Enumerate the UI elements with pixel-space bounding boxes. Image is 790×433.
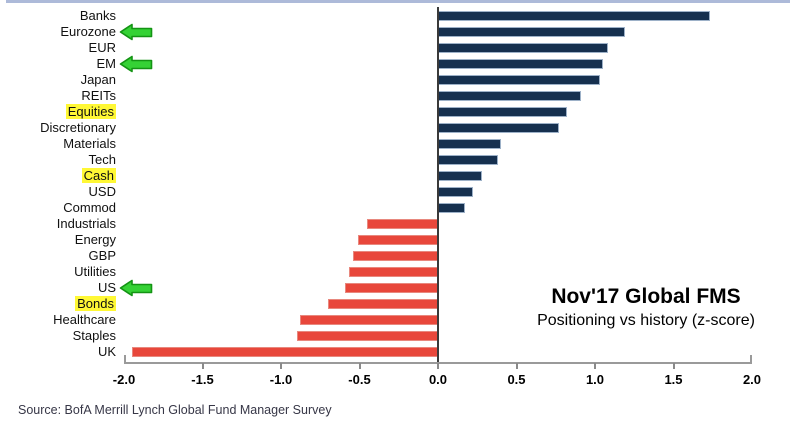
category-label-em: EM (96, 56, 117, 71)
x-axis-tick (201, 363, 204, 369)
x-axis-tick-label: -2.0 (112, 372, 136, 387)
category-label-discretionary: Discretionary (40, 120, 116, 135)
x-axis-end-cap (750, 355, 752, 363)
bar-industrials (367, 219, 438, 229)
bar-banks (438, 11, 710, 21)
bar-utilities (348, 267, 438, 277)
bar-us (345, 283, 438, 293)
category-label-tech: Tech (88, 152, 116, 167)
category-label-japan: Japan (80, 72, 116, 87)
bar-uk (131, 347, 438, 357)
bar-discretionary (438, 123, 559, 133)
source-note: Source: BofA Merrill Lynch Global Fund M… (18, 403, 332, 417)
x-axis-tick-label: -1.5 (191, 372, 214, 387)
category-label-healthcare: Healthcare (53, 312, 116, 327)
bar-gbp (353, 251, 438, 261)
category-label-usd: USD (88, 184, 116, 199)
category-label-banks: Banks (79, 8, 116, 23)
bar-em (438, 59, 603, 69)
highlighted-label-text: Cash (81, 168, 116, 183)
category-label-staples: Staples (72, 328, 116, 343)
chart-title-block: Nov'17 Global FMS Positioning vs history… (486, 284, 790, 332)
category-label-us: US (97, 280, 116, 295)
category-label-commod: Commod (63, 200, 116, 215)
bar-commod (438, 203, 465, 213)
category-label-reits: REITs (81, 88, 116, 103)
category-label-materials: Materials (63, 136, 116, 151)
category-label-equities: Equities (0, 104, 116, 120)
bar-reits (438, 91, 581, 101)
x-axis-tick (280, 363, 282, 369)
x-axis-tick (515, 363, 518, 369)
x-axis-tick (437, 363, 439, 369)
category-label-energy: Energy (74, 232, 116, 247)
x-axis-end-cap (124, 355, 126, 363)
bar-japan (438, 75, 600, 85)
category-label-eur: EUR (88, 40, 116, 55)
category-label-eurozone: Eurozone (60, 24, 116, 39)
bar-eur (438, 43, 608, 53)
category-label-industrials: Industrials (56, 216, 116, 231)
category-label-utilities: Utilities (74, 264, 116, 279)
bar-equities (438, 107, 567, 117)
highlighted-label-text: Equities (65, 104, 116, 119)
bar-cash (438, 171, 482, 181)
green-left-arrow-icon (119, 22, 153, 47)
green-left-arrow-icon (119, 278, 153, 303)
bar-materials (438, 139, 501, 149)
top-border-band (6, 0, 790, 3)
green-left-arrow-icon (119, 54, 153, 79)
x-axis-tick-label: 0.5 (507, 372, 526, 387)
category-label-bonds: Bonds (0, 296, 116, 312)
bar-tech (438, 155, 498, 165)
bar-bonds (328, 299, 438, 309)
x-axis-tick-label: 1.0 (585, 372, 605, 387)
zero-axis-line (437, 7, 439, 363)
x-axis-tick (594, 363, 596, 369)
category-label-gbp: GBP (88, 248, 116, 263)
highlighted-label-text: Bonds (75, 296, 116, 311)
chart-title: Nov'17 Global FMS (551, 285, 741, 308)
bar-energy (357, 235, 438, 245)
bar-staples (296, 331, 438, 341)
x-axis-tick-label: 1.5 (664, 372, 683, 387)
category-label-cash: Cash (0, 168, 116, 184)
bar-healthcare (299, 315, 438, 325)
x-axis-tick-label: -0.5 (348, 372, 371, 387)
bar-eurozone (438, 27, 625, 37)
chart-subtitle: Positioning vs history (z-score) (537, 312, 755, 329)
x-axis-tick-label: 2.0 (742, 372, 762, 387)
x-axis-tick-label: -1.0 (269, 372, 293, 387)
category-label-uk: UK (97, 344, 116, 359)
x-axis-tick-label: 0.0 (428, 372, 448, 387)
x-axis-tick (672, 363, 675, 369)
bar-usd (438, 187, 473, 197)
x-axis-tick (358, 363, 361, 369)
